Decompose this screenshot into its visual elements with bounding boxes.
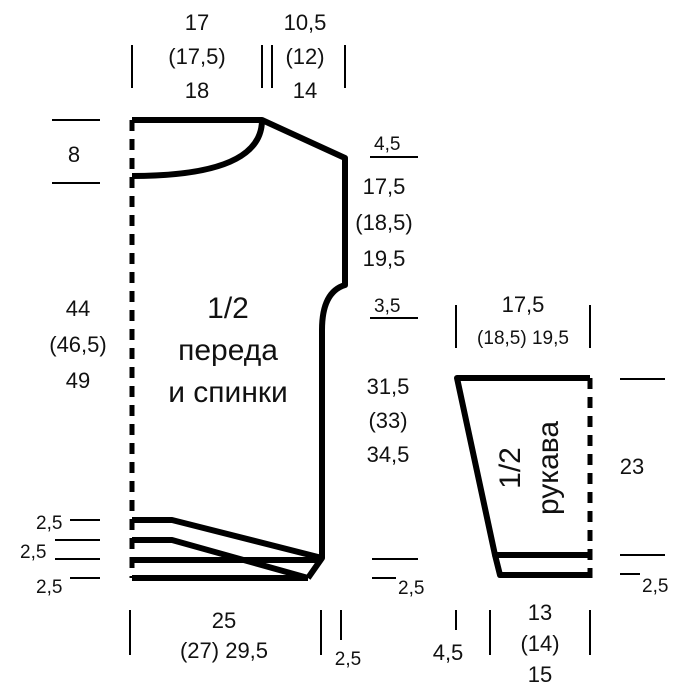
neckline <box>131 119 265 179</box>
dim-hem: 2,5 <box>36 577 62 598</box>
sleeve-title: рукава <box>532 421 565 515</box>
dim-armhole-curve: 3,5 <box>374 296 400 317</box>
dim-shoulder: (12) <box>285 44 324 69</box>
dim-neck-depth: 8 <box>68 142 80 167</box>
dim-side: 31,5 <box>367 374 410 399</box>
dim-sleeve-bottom: (14) <box>520 631 559 656</box>
dim-sleeve-offset: 4,5 <box>433 640 464 665</box>
dim-shoulder-drop: 4,5 <box>374 134 400 155</box>
dim-side: 34,5 <box>367 442 410 467</box>
sleeve-piece <box>454 375 593 578</box>
dim-sleeve-height: 23 <box>620 454 644 479</box>
dim-bottom-width: (27) 29,5 <box>180 638 268 663</box>
cuff-line <box>492 554 590 578</box>
sleeve-title: 1/2 <box>494 447 527 489</box>
hem-line <box>132 517 323 561</box>
sleeve-outline <box>454 375 590 558</box>
hem-line <box>132 537 309 581</box>
dim-cuff: 2,5 <box>642 576 668 597</box>
dim-shoulder: 14 <box>293 78 317 103</box>
dim-bottom-offset: 2,5 <box>335 649 361 670</box>
dim-armhole: (18,5) <box>355 210 412 235</box>
dim-hem-right: 2,5 <box>398 578 424 599</box>
dim-top-width: 18 <box>185 78 209 103</box>
body-piece <box>129 117 348 581</box>
body-title: 1/2 <box>207 292 249 325</box>
dim-length: 44 <box>66 296 90 321</box>
dim-length: 49 <box>66 368 90 393</box>
dim-top-width: (17,5) <box>168 44 225 69</box>
dim-sleeve-bottom: 15 <box>528 662 552 687</box>
dim-top-width: 17 <box>185 10 209 35</box>
dim-sleeve-top: 17,5 <box>502 292 545 317</box>
dim-armhole: 17,5 <box>363 174 406 199</box>
dim-shoulder: 10,5 <box>284 10 327 35</box>
dim-sleeve-top: (18,5) 19,5 <box>477 328 569 349</box>
dim-side: (33) <box>368 408 407 433</box>
body-outline <box>132 117 348 580</box>
body-title: и спинки <box>168 376 288 409</box>
dim-sleeve-bottom: 13 <box>528 600 552 625</box>
dim-armhole: 19,5 <box>363 246 406 271</box>
dim-bottom-width: 25 <box>212 608 236 633</box>
body-title: переда <box>178 334 278 367</box>
dim-hem: 2,5 <box>20 542 46 563</box>
dim-hem: 2,5 <box>36 513 62 534</box>
dim-length: (46,5) <box>49 332 106 357</box>
